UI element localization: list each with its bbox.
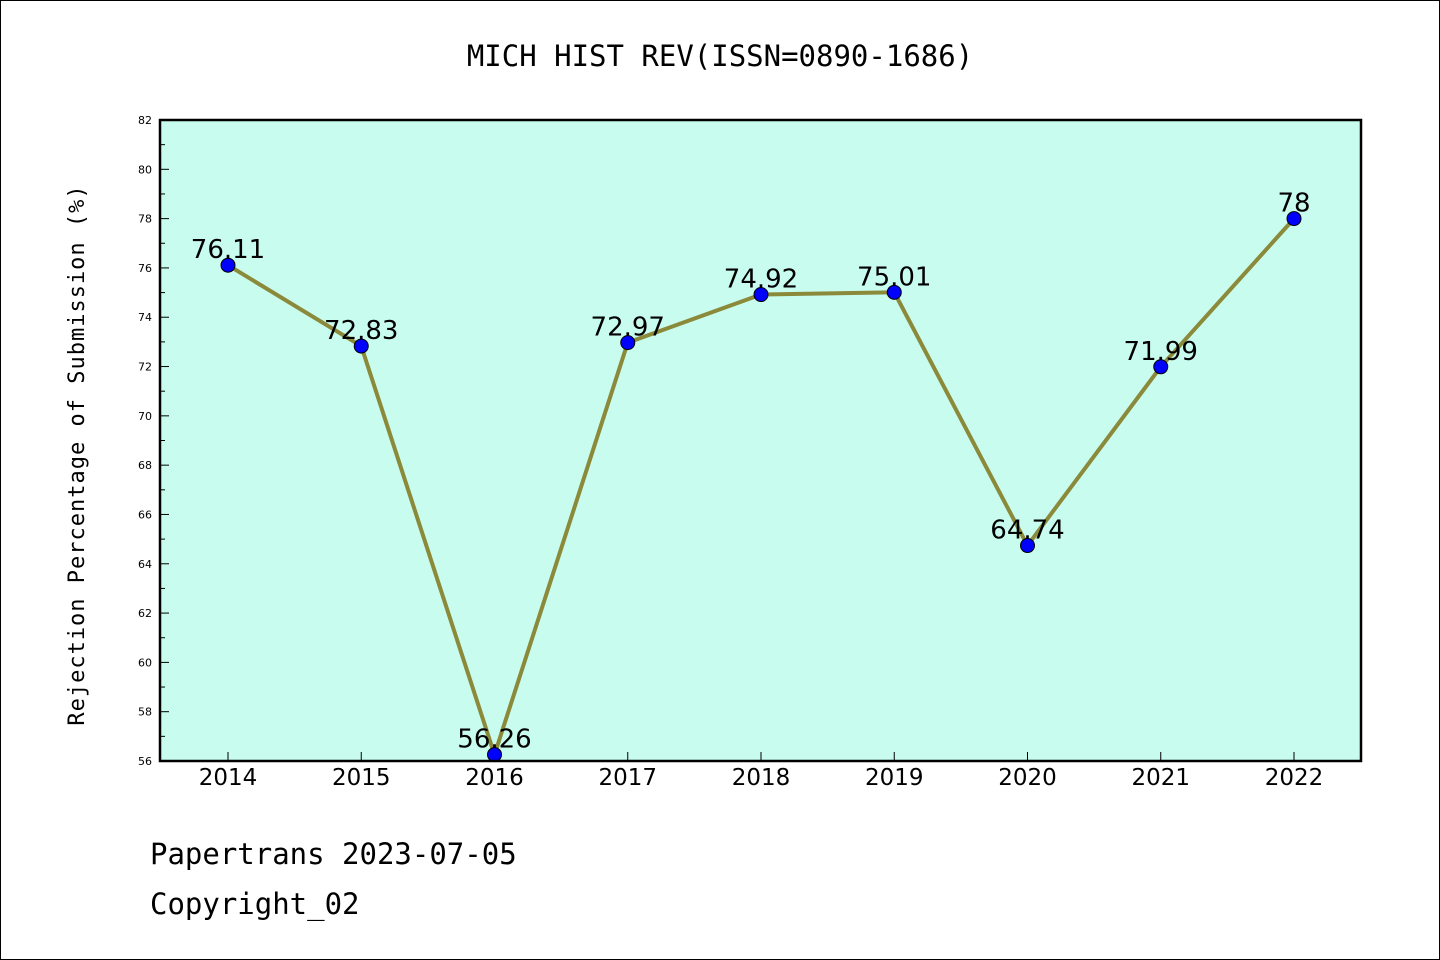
y-tick-label-64: 64 — [138, 558, 152, 571]
y-tick-label-80: 80 — [138, 163, 152, 176]
plot-border — [158, 118, 1363, 763]
y-tick-label-68: 68 — [138, 459, 152, 472]
x-tick-label-2017: 2017 — [598, 765, 657, 791]
data-point-2017 — [620, 335, 636, 351]
y-axis-label: Rejection Percentage of Submission (%) — [65, 184, 90, 725]
y-tick-label-58: 58 — [138, 706, 152, 719]
y-tick-label-78: 78 — [138, 213, 152, 226]
y-tick-label-72: 72 — [138, 361, 152, 374]
data-label-2015: 72.83 — [324, 316, 398, 346]
x-tick-label-2021: 2021 — [1131, 765, 1190, 791]
x-tick-label-2018: 2018 — [732, 765, 791, 791]
y-tick-label-62: 62 — [138, 607, 152, 620]
plot-area — [160, 120, 1361, 761]
data-point-2014 — [220, 257, 236, 273]
y-tick-label-66: 66 — [138, 508, 152, 521]
data-label-2018: 74.92 — [724, 265, 798, 295]
y-axis-ticks: 56 58 60 62 64 66 68 70 72 74 76 78 80 82 — [138, 114, 169, 768]
x-tick-label-2019: 2019 — [865, 765, 924, 791]
data-labels: 76.11 72.83 56.26 72.97 74.92 75.01 64.74 71.99… — [191, 189, 1311, 755]
data-label-2017: 72.97 — [591, 313, 665, 343]
y-tick-label-60: 60 — [138, 656, 152, 669]
x-tick-label-2020: 2020 — [998, 765, 1057, 791]
footer-copyright-line: Copyright_02 — [150, 887, 360, 922]
data-label-2021: 71.99 — [1124, 337, 1198, 367]
data-point-2021 — [1153, 359, 1169, 375]
y-tick-label-70: 70 — [138, 410, 152, 423]
data-point-2018 — [753, 287, 769, 303]
x-tick-label-2014: 2014 — [199, 765, 258, 791]
chart-title: MICH HIST REV(ISSN=0890-1686) — [467, 39, 973, 73]
data-markers — [220, 211, 1302, 763]
data-label-2014: 76.11 — [191, 235, 265, 265]
x-axis-ticks: 2014 2015 2016 2017 2018 2019 2020 2021 2022 — [199, 752, 1324, 791]
data-label-2020: 64.74 — [990, 516, 1064, 546]
y-tick-label-82: 82 — [138, 114, 152, 127]
data-point-2015 — [353, 338, 369, 354]
data-point-2022 — [1286, 211, 1302, 227]
x-tick-label-2016: 2016 — [465, 765, 524, 791]
data-label-2016: 56.26 — [457, 725, 531, 755]
y-tick-label-56: 56 — [138, 755, 152, 768]
data-label-2022: 78 — [1277, 189, 1310, 219]
data-point-2020 — [1020, 538, 1035, 554]
x-tick-label-2015: 2015 — [332, 765, 391, 791]
y-tick-label-74: 74 — [138, 311, 152, 324]
data-point-2019 — [886, 284, 902, 300]
y-tick-label-76: 76 — [138, 262, 152, 275]
data-label-2019: 75.01 — [857, 262, 931, 292]
x-tick-label-2022: 2022 — [1265, 765, 1324, 791]
footer-date-line: Papertrans 2023-07-05 — [150, 837, 517, 871]
